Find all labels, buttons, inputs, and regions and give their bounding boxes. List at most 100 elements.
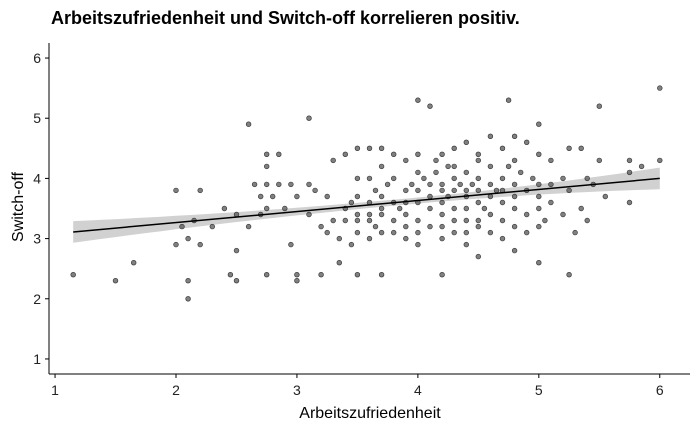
data-point (245, 223, 252, 230)
data-point (451, 175, 457, 182)
data-point (439, 272, 445, 278)
data-point (657, 157, 663, 164)
chart-title: Arbeitszufriedenheit und Switch-off korr… (51, 8, 520, 28)
data-point (475, 175, 481, 182)
data-point (112, 278, 119, 284)
data-point (378, 229, 385, 236)
data-point (439, 223, 445, 230)
x-tick-label: 5 (535, 382, 543, 398)
data-point (511, 193, 518, 200)
data-point (415, 187, 421, 194)
data-point (626, 199, 633, 206)
data-point (294, 272, 300, 278)
data-point (439, 151, 445, 158)
data-point (264, 181, 270, 188)
data-point (451, 187, 457, 194)
data-point (439, 211, 445, 218)
data-point (282, 205, 288, 212)
data-point (523, 211, 530, 218)
data-point (185, 235, 191, 242)
data-point (578, 145, 584, 152)
data-point (427, 193, 433, 200)
data-point (596, 157, 602, 164)
data-point (445, 163, 451, 170)
data-point (294, 278, 300, 284)
y-tick-label: 4 (33, 170, 41, 186)
x-axis-label: Arbeitszufriedenheit (299, 405, 441, 422)
data-point (221, 205, 228, 212)
data-point (602, 193, 608, 200)
data-point (463, 169, 469, 176)
data-point (185, 278, 191, 284)
data-point (354, 145, 361, 152)
data-point (475, 217, 481, 224)
data-point (270, 193, 276, 200)
data-point (391, 175, 397, 182)
data-point (475, 223, 481, 230)
data-point (530, 175, 536, 182)
data-point (511, 181, 518, 188)
data-point (318, 272, 324, 278)
data-point (511, 247, 518, 254)
data-point (584, 175, 590, 182)
data-point (366, 235, 373, 242)
data-point (523, 229, 530, 236)
data-point (264, 205, 270, 212)
data-point (487, 229, 494, 236)
data-point (415, 151, 421, 158)
data-point (251, 181, 258, 188)
axis-ticks-layer: 1 2 3 4 5 6 1 2 3 4 5 6 (33, 50, 664, 398)
data-point (354, 193, 361, 200)
data-point (403, 211, 409, 218)
data-point (264, 272, 270, 278)
data-point (596, 103, 602, 109)
data-point (354, 217, 361, 224)
data-point (131, 260, 137, 266)
data-point (517, 169, 524, 176)
data-point (505, 163, 512, 170)
data-point (536, 260, 542, 266)
data-point (433, 157, 439, 164)
data-point (536, 223, 542, 230)
data-point (391, 229, 397, 236)
data-point (366, 211, 373, 218)
data-point (288, 181, 294, 188)
data-point (288, 241, 294, 248)
data-point (324, 229, 330, 236)
data-point (354, 229, 361, 236)
data-point (233, 278, 240, 284)
data-point (233, 247, 240, 254)
data-point (366, 217, 373, 224)
data-point (209, 223, 216, 230)
data-point (378, 145, 385, 152)
data-point (451, 217, 457, 224)
data-point (245, 121, 252, 127)
data-point (378, 211, 385, 218)
data-point (439, 181, 445, 188)
data-point (378, 193, 385, 200)
data-point (536, 193, 542, 200)
data-point (397, 205, 403, 212)
data-point (197, 241, 203, 248)
data-point (475, 151, 481, 158)
x-tick-label: 6 (656, 382, 664, 398)
x-tick-label: 3 (293, 382, 301, 398)
data-point (463, 187, 469, 194)
data-point (391, 151, 397, 158)
data-point (505, 97, 512, 103)
data-point (403, 223, 409, 230)
data-point (185, 296, 191, 302)
data-point (548, 181, 554, 188)
data-point (378, 272, 385, 278)
data-point (469, 181, 475, 188)
data-point (475, 187, 481, 194)
x-tick-label: 4 (414, 382, 422, 398)
y-axis-label: Switch-off (10, 171, 27, 242)
data-point (354, 272, 361, 278)
data-point (197, 187, 203, 194)
data-point (560, 175, 566, 182)
data-point (487, 193, 494, 200)
data-point (439, 199, 445, 206)
data-point (511, 223, 518, 230)
data-point (578, 205, 584, 212)
